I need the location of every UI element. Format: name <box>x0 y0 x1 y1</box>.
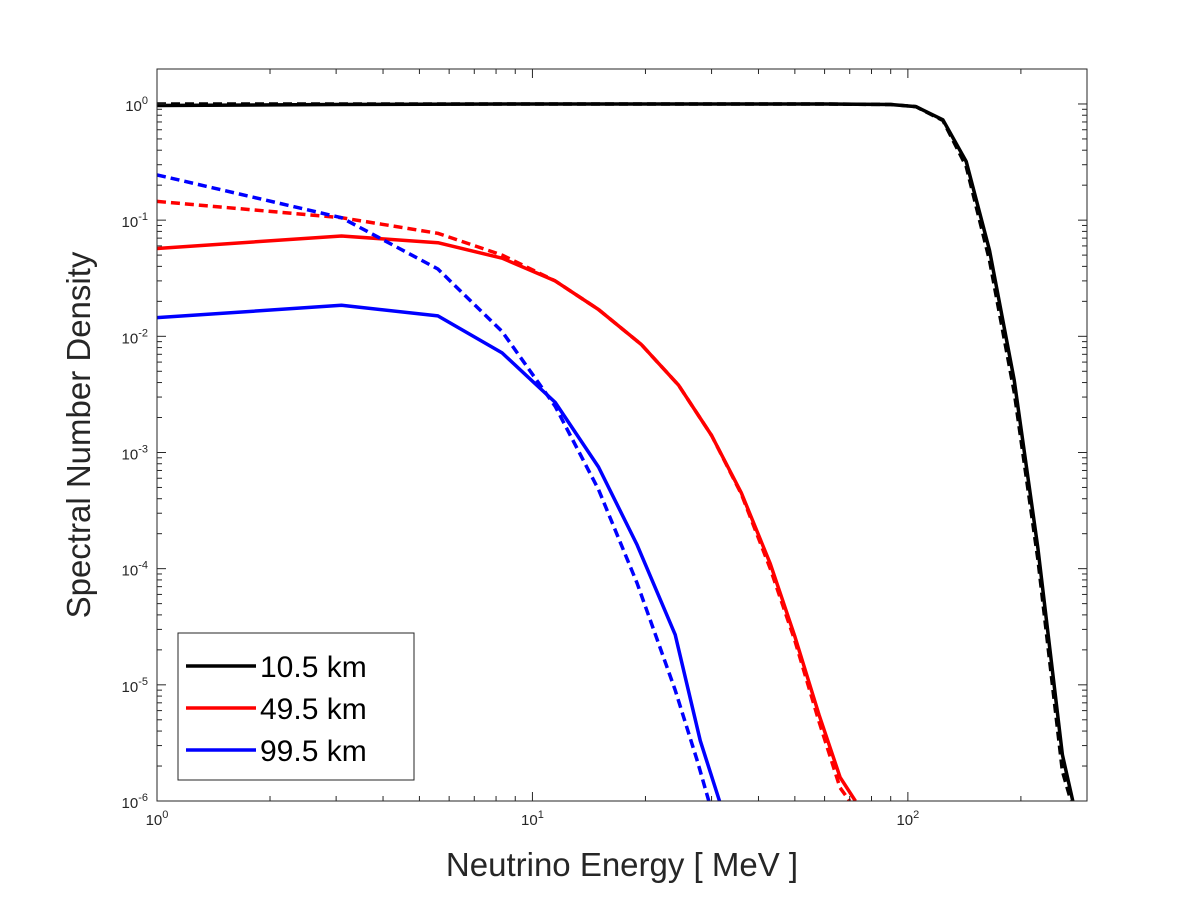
y-tick-label: 10-1 <box>122 211 148 231</box>
series-line-4-solid <box>157 303 722 801</box>
x-tick-label: 100 <box>146 809 169 829</box>
legend-label: 99.5 km <box>260 735 367 768</box>
axes-box <box>156 68 1088 802</box>
x-tick-label: 101 <box>521 809 544 829</box>
tick-layer: 100 101 102 100 10-1 10-2 10-3 10-4 10-5 10-6 <box>122 68 1088 829</box>
y-tick-label: 10-2 <box>122 327 148 347</box>
y-tick-label: 10-4 <box>122 560 148 580</box>
x-axis-title: Neutrino Energy [ MeV ] <box>446 846 798 883</box>
y-tick-label: 10-5 <box>122 676 148 696</box>
series-line-3-dashed <box>157 199 852 801</box>
x-tick-label: 102 <box>896 809 919 829</box>
series-line-5-dashed <box>157 173 711 801</box>
legend-label: 49.5 km <box>260 693 367 726</box>
legend: 10.5 km 49.5 km 99.5 km <box>177 632 415 781</box>
y-tick-label: 10-6 <box>122 792 148 812</box>
series-line-1-dashed <box>157 102 1073 801</box>
y-tick-label: 10-3 <box>122 443 148 463</box>
plot-layer <box>157 102 1075 801</box>
y-axis-title: Spectral Number Density <box>60 251 97 618</box>
y-tick-label: 100 <box>125 95 148 115</box>
legend-label: 10.5 km <box>260 651 367 684</box>
